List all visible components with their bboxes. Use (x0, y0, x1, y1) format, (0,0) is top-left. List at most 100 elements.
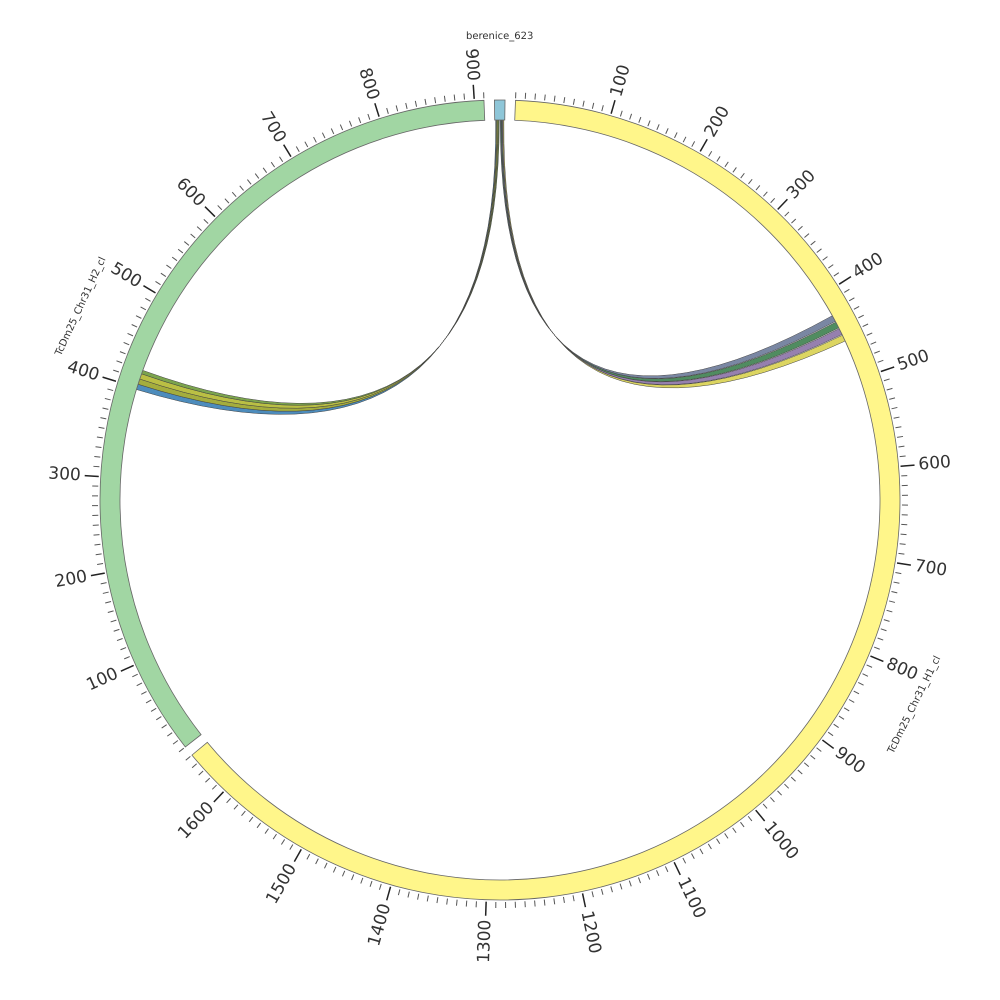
minor-tick (880, 628, 887, 632)
minor-tick (833, 272, 840, 277)
minor-tick (883, 619, 890, 622)
minor-tick (828, 264, 834, 269)
minor-tick (241, 810, 246, 816)
minor-tick (638, 116, 642, 123)
tick-label: 1000 (759, 818, 802, 864)
minor-tick (397, 889, 401, 896)
segment (99, 99, 486, 748)
minor-tick (119, 351, 126, 355)
minor-tick (572, 98, 575, 105)
major-tick (84, 474, 99, 478)
minor-tick (848, 297, 855, 302)
minor-tick (280, 839, 286, 845)
minor-tick (295, 146, 300, 152)
minor-tick (369, 880, 373, 887)
major-tick (755, 809, 766, 822)
minor-tick (889, 397, 896, 400)
minor-tick (601, 105, 604, 112)
major-tick (283, 144, 292, 158)
minor-tick (360, 877, 364, 884)
minor-tick (386, 107, 389, 114)
minor-tick (797, 225, 803, 231)
minor-tick (866, 664, 873, 668)
tick-label: 500 (895, 346, 932, 375)
minor-tick (895, 426, 902, 429)
minor-tick (102, 591, 109, 594)
minor-tick (691, 853, 695, 859)
minor-tick (341, 870, 346, 877)
minor-tick (123, 342, 130, 346)
tick-label: 800 (354, 66, 383, 103)
minor-tick (810, 754, 816, 760)
minor-tick (674, 132, 678, 139)
minor-tick (407, 891, 410, 898)
minor-tick (178, 747, 185, 753)
minor-tick (891, 591, 898, 594)
minor-tick (306, 853, 311, 860)
minor-tick (166, 264, 172, 269)
major-tick (143, 285, 156, 294)
minor-tick (699, 848, 704, 855)
minor-tick (113, 628, 120, 632)
minor-tick (732, 167, 737, 173)
minor-tick (716, 156, 721, 162)
minor-tick (248, 816, 254, 823)
minor-tick (96, 436, 103, 439)
minor-tick (367, 113, 371, 120)
tick-label: 1200 (576, 909, 604, 955)
tick-label: 800 (883, 654, 921, 685)
minor-tick (116, 360, 123, 364)
minor-tick (262, 167, 268, 173)
minor-tick (544, 94, 546, 101)
minor-tick (748, 178, 753, 185)
minor-tick (304, 141, 309, 148)
tick-label: 700 (913, 556, 948, 581)
minor-tick (848, 699, 855, 703)
major-tick (472, 84, 475, 99)
major-tick (822, 739, 835, 750)
major-tick (102, 376, 117, 382)
major-tick (90, 572, 105, 577)
minor-tick (810, 240, 816, 246)
minor-tick (358, 117, 362, 124)
minor-tick (862, 323, 869, 328)
minor-tick (770, 797, 775, 803)
tick-label: 1400 (364, 901, 395, 948)
minor-tick (426, 895, 429, 902)
minor-tick (784, 783, 790, 789)
minor-tick (107, 388, 114, 392)
minor-tick (463, 93, 466, 100)
major-tick (699, 138, 708, 152)
minor-tick (315, 858, 319, 865)
minor-tick (172, 740, 179, 745)
minor-tick (351, 874, 355, 881)
minor-tick (822, 256, 828, 261)
major-tick (385, 886, 392, 901)
minor-tick (224, 198, 230, 204)
minor-tick (405, 102, 408, 109)
minor-tick (790, 776, 796, 782)
minor-tick (171, 256, 178, 262)
minor-tick (893, 416, 900, 419)
minor-tick (446, 898, 448, 905)
tick-label: 400 (849, 249, 887, 283)
minor-tick (600, 888, 604, 895)
tick-label: 900 (831, 743, 869, 778)
tick-label: 600 (918, 452, 952, 475)
major-tick (777, 198, 788, 210)
minor-tick (110, 619, 117, 623)
minor-tick (94, 456, 101, 458)
minor-tick (231, 191, 237, 198)
minor-tick (619, 883, 623, 890)
minor-tick (886, 387, 893, 391)
minor-tick (707, 843, 712, 850)
minor-tick (313, 136, 317, 143)
minor-tick (156, 716, 162, 721)
minor-tick (873, 646, 880, 650)
minor-tick (436, 897, 439, 904)
minor-tick (891, 406, 898, 410)
minor-tick (414, 100, 418, 107)
major-tick (581, 893, 587, 908)
major-tick (610, 100, 616, 114)
minor-tick (656, 124, 660, 131)
